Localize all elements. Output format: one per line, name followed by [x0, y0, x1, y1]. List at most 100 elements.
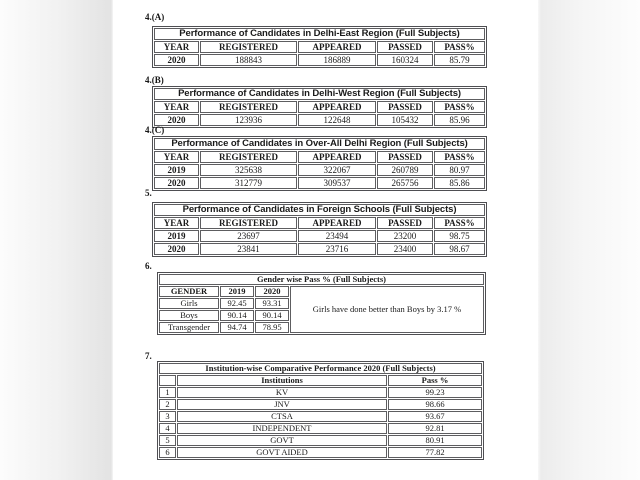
cell: 80.91 [388, 435, 483, 446]
title-row: Performance of Candidates in Over-All De… [154, 138, 486, 150]
section-label-4b: 4.(B) [145, 75, 164, 85]
cell: 105432 [377, 114, 433, 126]
column-header: PASSED [377, 151, 433, 163]
cell: 85.96 [434, 114, 486, 126]
title-row: Performance of Candidates in Delhi-East … [154, 28, 485, 40]
title-row: Performance of Candidates in Foreign Sch… [154, 204, 486, 216]
table-title: Gender wise Pass % (Full Subjects) [159, 274, 484, 285]
table-row: Girls 92.45 93.31 [159, 298, 484, 309]
table-title: Performance of Candidates in Foreign Sch… [154, 204, 486, 216]
cell: 309537 [298, 177, 376, 189]
cell: 23200 [377, 230, 433, 242]
cell: 77.82 [388, 447, 483, 458]
table-row: 2020 123936 122648 105432 85.96 [154, 114, 486, 126]
cell: 122648 [298, 114, 376, 126]
performance-table-foreign-schools: Performance of Candidates in Foreign Sch… [152, 202, 488, 257]
section-label-7: 7. [145, 351, 152, 361]
cell: 98.66 [388, 399, 483, 410]
column-header: YEAR [154, 217, 199, 229]
cell: 99.23 [388, 387, 483, 398]
cell: 2020 [154, 54, 199, 66]
column-header: REGISTERED [200, 217, 297, 229]
cell: 98.75 [434, 230, 486, 242]
table-row: 1 KV 99.23 [159, 387, 483, 398]
cell: 85.86 [434, 177, 486, 189]
cell: 4 [159, 423, 176, 434]
title-row: Performance of Candidates in Delhi-West … [154, 88, 486, 100]
column-header: REGISTERED [200, 151, 297, 163]
cell: 2019 [154, 230, 199, 242]
table-row: 2020 312779 309537 265756 85.86 [154, 177, 486, 189]
cell: 123936 [200, 114, 297, 126]
column-header: Institutions [177, 375, 387, 386]
performance-table-delhi-west: Performance of Candidates in Delhi-West … [152, 86, 488, 128]
table-title: Performance of Candidates in Over-All De… [154, 138, 486, 150]
section-label-6: 6. [145, 261, 152, 271]
column-header: PASS% [434, 217, 486, 229]
cell: 325638 [200, 164, 297, 176]
column-header: YEAR [154, 101, 199, 113]
title-row: Gender wise Pass % (Full Subjects) [159, 274, 484, 285]
column-header: APPEARED [298, 217, 376, 229]
cell: 5 [159, 435, 176, 446]
table-title: Institution-wise Comparative Performance… [159, 363, 483, 374]
column-header: YEAR [154, 151, 199, 163]
table-row: 4 INDEPENDENT 92.81 [159, 423, 483, 434]
table-row: 2019 23697 23494 23200 98.75 [154, 230, 486, 242]
section-label-5: 5. [145, 188, 152, 198]
header-row: YEAR REGISTERED APPEARED PASSED PASS% [154, 41, 485, 53]
cell: 160324 [377, 54, 433, 66]
cell: 260789 [377, 164, 433, 176]
cell: 92.45 [220, 298, 254, 309]
cell: JNV [177, 399, 387, 410]
cell: 92.81 [388, 423, 483, 434]
table-row: Boys 90.14 90.14 [159, 310, 484, 321]
cell: KV [177, 387, 387, 398]
table-row: 2020 23841 23716 23400 98.67 [154, 243, 486, 255]
cell: 93.67 [388, 411, 483, 422]
cell: 2019 [154, 164, 199, 176]
cell: 98.67 [434, 243, 486, 255]
header-row: GENDER 2019 2020 Girls have done better … [159, 286, 484, 333]
column-header: 2020 [255, 286, 289, 297]
column-header: PASSED [377, 41, 433, 53]
cell: 23494 [298, 230, 376, 242]
cell: 80.97 [434, 164, 486, 176]
cell: 6 [159, 447, 176, 458]
table-row: Transgender 94.74 78.95 [159, 322, 484, 333]
column-header: PASSED [377, 101, 433, 113]
cell: 312779 [200, 177, 297, 189]
cell: 3 [159, 411, 176, 422]
institution-performance-table: Institution-wise Comparative Performance… [157, 361, 485, 460]
cell: 188843 [200, 54, 297, 66]
cell: 23716 [298, 243, 376, 255]
cell: 23841 [200, 243, 297, 255]
column-header: APPEARED [298, 101, 376, 113]
table-row: 2020 188843 186889 160324 85.79 [154, 54, 485, 66]
cell: 322067 [298, 164, 376, 176]
gender-pass-table: Gender wise Pass % (Full Subjects) GENDE… [157, 272, 486, 335]
column-header: REGISTERED [200, 101, 297, 113]
header-row: Institutions Pass % [159, 375, 483, 386]
cell: 85.79 [434, 54, 485, 66]
cell: 78.95 [255, 322, 289, 333]
table-row: 5 GOVT 80.91 [159, 435, 483, 446]
column-header: PASS% [434, 151, 486, 163]
cell: GOVT AIDED [177, 447, 387, 458]
header-row: YEAR REGISTERED APPEARED PASSED PASS% [154, 217, 486, 229]
table-row: 3 CTSA 93.67 [159, 411, 483, 422]
gender-note: Girls have done better than Boys by 3.17… [290, 286, 484, 333]
column-header: APPEARED [298, 151, 376, 163]
column-header: GENDER [159, 286, 219, 297]
cell: 1 [159, 387, 176, 398]
cell: 186889 [298, 54, 376, 66]
performance-table-overall-delhi: Performance of Candidates in Over-All De… [152, 136, 488, 191]
column-header [159, 375, 176, 386]
title-row: Institution-wise Comparative Performance… [159, 363, 483, 374]
performance-table-delhi-east: Performance of Candidates in Delhi-East … [152, 26, 487, 68]
column-header: PASS% [434, 101, 486, 113]
cell: 2020 [154, 243, 199, 255]
cell: 2 [159, 399, 176, 410]
cell: Transgender [159, 322, 219, 333]
